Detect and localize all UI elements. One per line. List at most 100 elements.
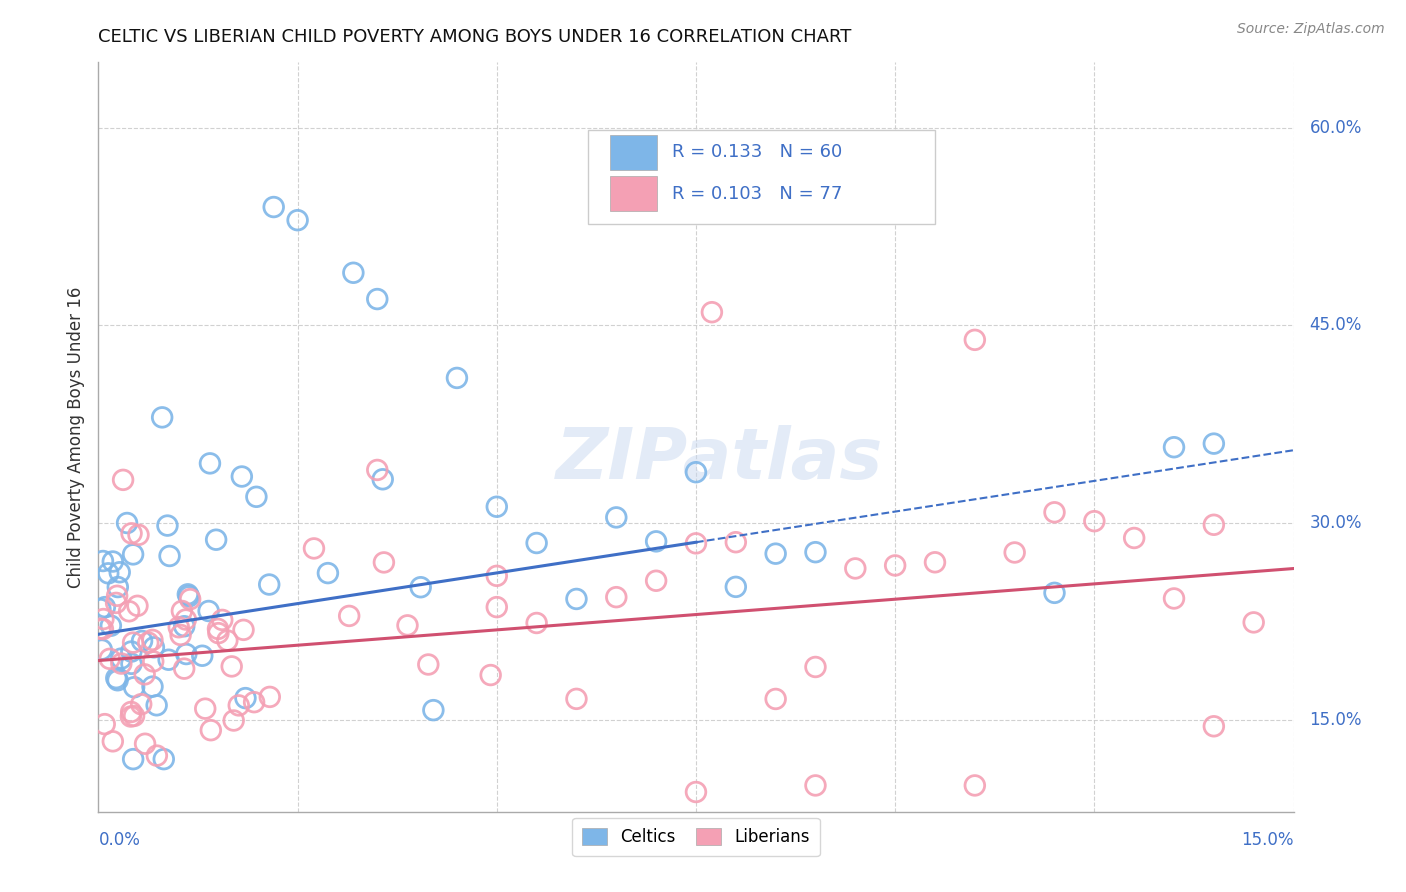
- Point: [107, 580, 129, 594]
- Point: [243, 695, 266, 709]
- Point: [222, 714, 245, 728]
- Point: [287, 213, 309, 227]
- Point: [122, 548, 145, 562]
- Point: [156, 518, 179, 533]
- Point: [963, 779, 986, 793]
- Point: [605, 510, 627, 524]
- Point: [245, 490, 267, 504]
- Point: [1202, 517, 1225, 532]
- Point: [98, 652, 121, 666]
- Text: R = 0.133   N = 60: R = 0.133 N = 60: [672, 144, 842, 161]
- Point: [924, 555, 946, 569]
- Point: [485, 600, 508, 615]
- Point: [257, 577, 280, 591]
- Point: [110, 651, 132, 665]
- Point: [765, 547, 787, 561]
- Point: [1083, 514, 1105, 528]
- Text: 45.0%: 45.0%: [1309, 317, 1362, 334]
- Point: [120, 705, 142, 719]
- Point: [173, 662, 195, 676]
- Point: [700, 305, 723, 319]
- Point: [129, 697, 152, 711]
- Text: CELTIC VS LIBERIAN CHILD POVERTY AMONG BOYS UNDER 16 CORRELATION CHART: CELTIC VS LIBERIAN CHILD POVERTY AMONG B…: [98, 28, 852, 45]
- Point: [122, 680, 145, 694]
- Point: [105, 596, 128, 610]
- Point: [93, 717, 115, 731]
- Point: [485, 500, 508, 514]
- Point: [1043, 505, 1066, 519]
- Text: Source: ZipAtlas.com: Source: ZipAtlas.com: [1237, 22, 1385, 37]
- Point: [101, 734, 124, 748]
- Point: [724, 580, 747, 594]
- Point: [167, 620, 190, 634]
- Legend: Celtics, Liberians: Celtics, Liberians: [572, 818, 820, 855]
- Point: [259, 690, 281, 704]
- Point: [1202, 719, 1225, 733]
- Point: [228, 698, 250, 713]
- Point: [107, 673, 129, 688]
- Point: [207, 622, 229, 636]
- Point: [621, 200, 644, 214]
- Point: [145, 698, 167, 713]
- Point: [565, 591, 588, 606]
- Point: [100, 618, 122, 632]
- Point: [134, 737, 156, 751]
- Point: [97, 566, 120, 581]
- Point: [418, 657, 440, 672]
- Point: [134, 667, 156, 681]
- Point: [179, 592, 201, 607]
- Point: [94, 600, 117, 615]
- FancyBboxPatch shape: [610, 177, 657, 211]
- Point: [605, 590, 627, 604]
- Point: [120, 644, 142, 658]
- Text: 0.0%: 0.0%: [98, 831, 141, 849]
- Point: [90, 642, 112, 657]
- Point: [302, 541, 325, 556]
- Point: [127, 528, 149, 542]
- Point: [174, 647, 197, 661]
- Point: [91, 554, 114, 568]
- Point: [409, 580, 432, 594]
- Text: 15.0%: 15.0%: [1241, 831, 1294, 849]
- Point: [765, 692, 787, 706]
- Point: [177, 587, 200, 601]
- Point: [645, 534, 668, 549]
- Text: 15.0%: 15.0%: [1309, 711, 1362, 729]
- Point: [120, 657, 142, 671]
- Point: [422, 703, 444, 717]
- Point: [122, 752, 145, 766]
- Text: R = 0.103   N = 77: R = 0.103 N = 77: [672, 185, 842, 202]
- Point: [526, 536, 548, 550]
- Point: [121, 526, 143, 541]
- Point: [221, 659, 243, 673]
- Point: [1004, 545, 1026, 559]
- Point: [446, 371, 468, 385]
- Text: ZIPatlas: ZIPatlas: [557, 425, 883, 494]
- Point: [93, 612, 115, 626]
- Point: [217, 633, 239, 648]
- Point: [169, 628, 191, 642]
- FancyBboxPatch shape: [610, 135, 657, 169]
- FancyBboxPatch shape: [589, 130, 935, 224]
- Point: [136, 635, 159, 649]
- Point: [89, 622, 111, 636]
- Point: [844, 561, 866, 575]
- Point: [108, 566, 131, 580]
- Point: [645, 574, 668, 588]
- Point: [1243, 615, 1265, 630]
- Point: [724, 535, 747, 549]
- Point: [194, 701, 217, 715]
- Point: [146, 748, 169, 763]
- Point: [110, 657, 132, 671]
- Point: [231, 469, 253, 483]
- Point: [91, 622, 114, 636]
- Point: [112, 473, 135, 487]
- Point: [105, 671, 128, 685]
- Point: [366, 463, 388, 477]
- Point: [479, 668, 502, 682]
- Point: [1043, 586, 1066, 600]
- Point: [127, 599, 149, 613]
- Point: [89, 602, 111, 616]
- Point: [174, 613, 197, 627]
- Point: [1163, 591, 1185, 606]
